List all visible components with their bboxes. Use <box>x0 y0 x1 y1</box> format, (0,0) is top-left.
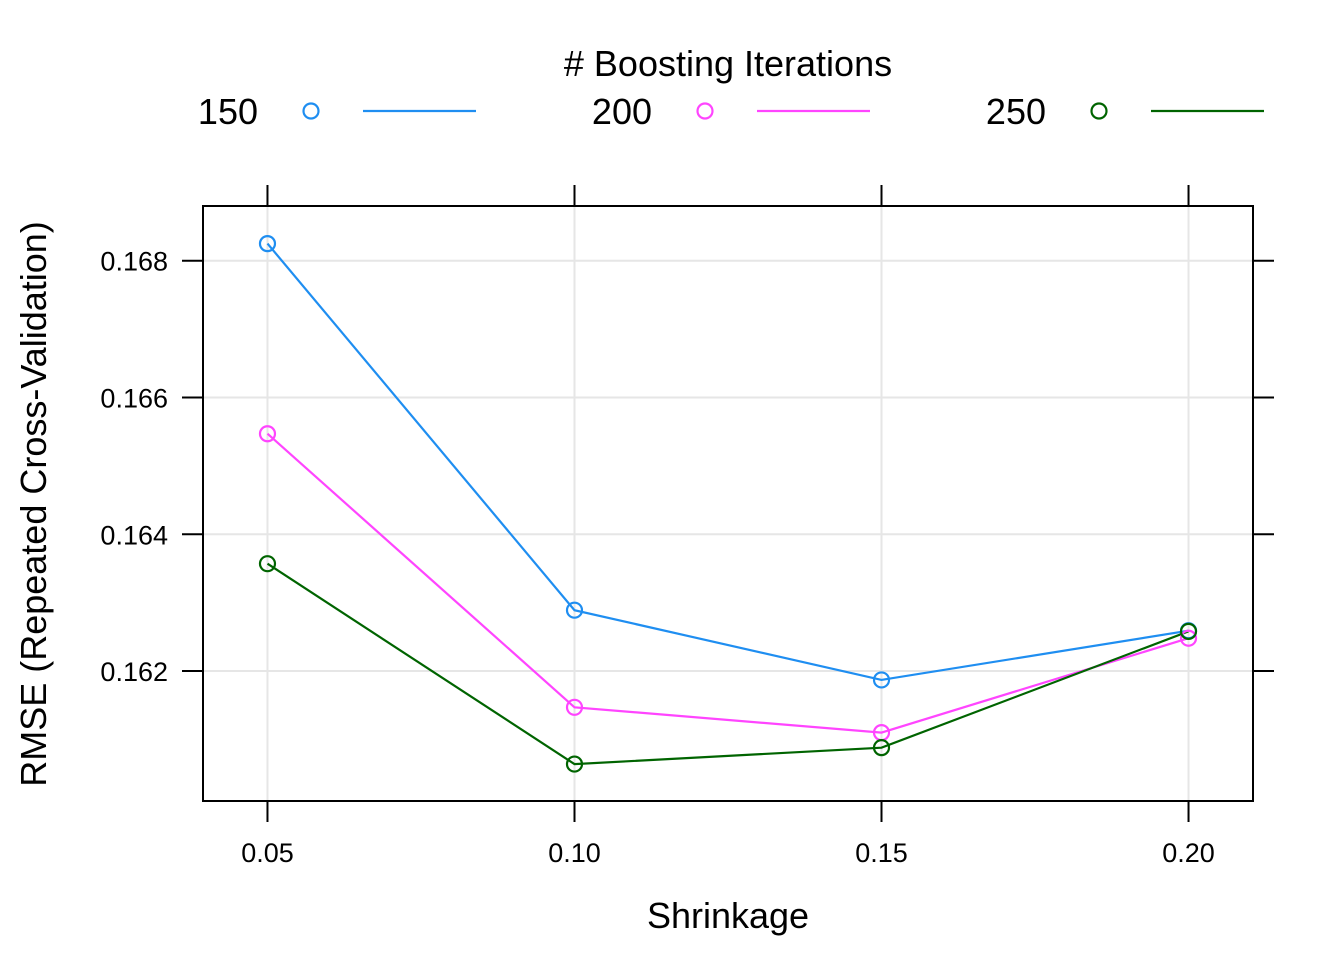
series-point-250 <box>565 755 584 773</box>
x-tick-labels: 0.05 0.10 0.15 0.20 <box>241 838 1215 868</box>
series-point-200 <box>565 698 584 716</box>
series-point-200 <box>1179 629 1198 647</box>
series-points <box>258 235 1198 773</box>
series-line-250 <box>266 562 1189 766</box>
series-lines <box>266 242 1189 766</box>
series-line-150 <box>266 242 1189 682</box>
grid <box>203 206 1253 801</box>
series-point-150 <box>258 235 277 253</box>
x-tick-label: 0.15 <box>855 838 908 868</box>
series-line-200 <box>266 432 1189 734</box>
y-tick-label: 0.162 <box>100 657 168 687</box>
legend-marker-250 <box>1090 102 1108 120</box>
y-tick-label: 0.164 <box>100 520 168 550</box>
legend-marker-150 <box>302 102 320 120</box>
legend-marker-200 <box>696 102 714 120</box>
series-point-150 <box>565 601 584 619</box>
x-axis-title: Shrinkage <box>647 895 809 936</box>
x-tick-label: 0.20 <box>1162 838 1215 868</box>
x-tick-label: 0.05 <box>241 838 294 868</box>
legend: # Boosting Iterations 150 200 250 <box>198 43 1264 132</box>
y-tick-label: 0.168 <box>100 247 168 277</box>
series-point-200 <box>258 425 277 443</box>
series-point-150 <box>872 671 891 689</box>
plot-area: 0.05 0.10 0.15 0.20 0.162 0.164 0.166 0.168 <box>100 185 1274 868</box>
series-point-250 <box>1179 622 1198 640</box>
legend-label-250: 250 <box>986 91 1046 132</box>
series-point-250 <box>872 739 891 757</box>
axis-ticks <box>182 185 1274 822</box>
plot-frame <box>202 205 1254 802</box>
y-tick-labels: 0.162 0.164 0.166 0.168 <box>100 247 168 687</box>
series-point-250 <box>258 555 277 573</box>
legend-items: 150 200 250 <box>198 91 1264 132</box>
legend-label-150: 150 <box>198 91 258 132</box>
legend-label-200: 200 <box>592 91 652 132</box>
legend-title: # Boosting Iterations <box>564 43 892 84</box>
x-tick-label: 0.10 <box>548 838 601 868</box>
y-axis-title: RMSE (Repeated Cross-Validation) <box>13 221 54 787</box>
y-tick-label: 0.166 <box>100 383 168 413</box>
